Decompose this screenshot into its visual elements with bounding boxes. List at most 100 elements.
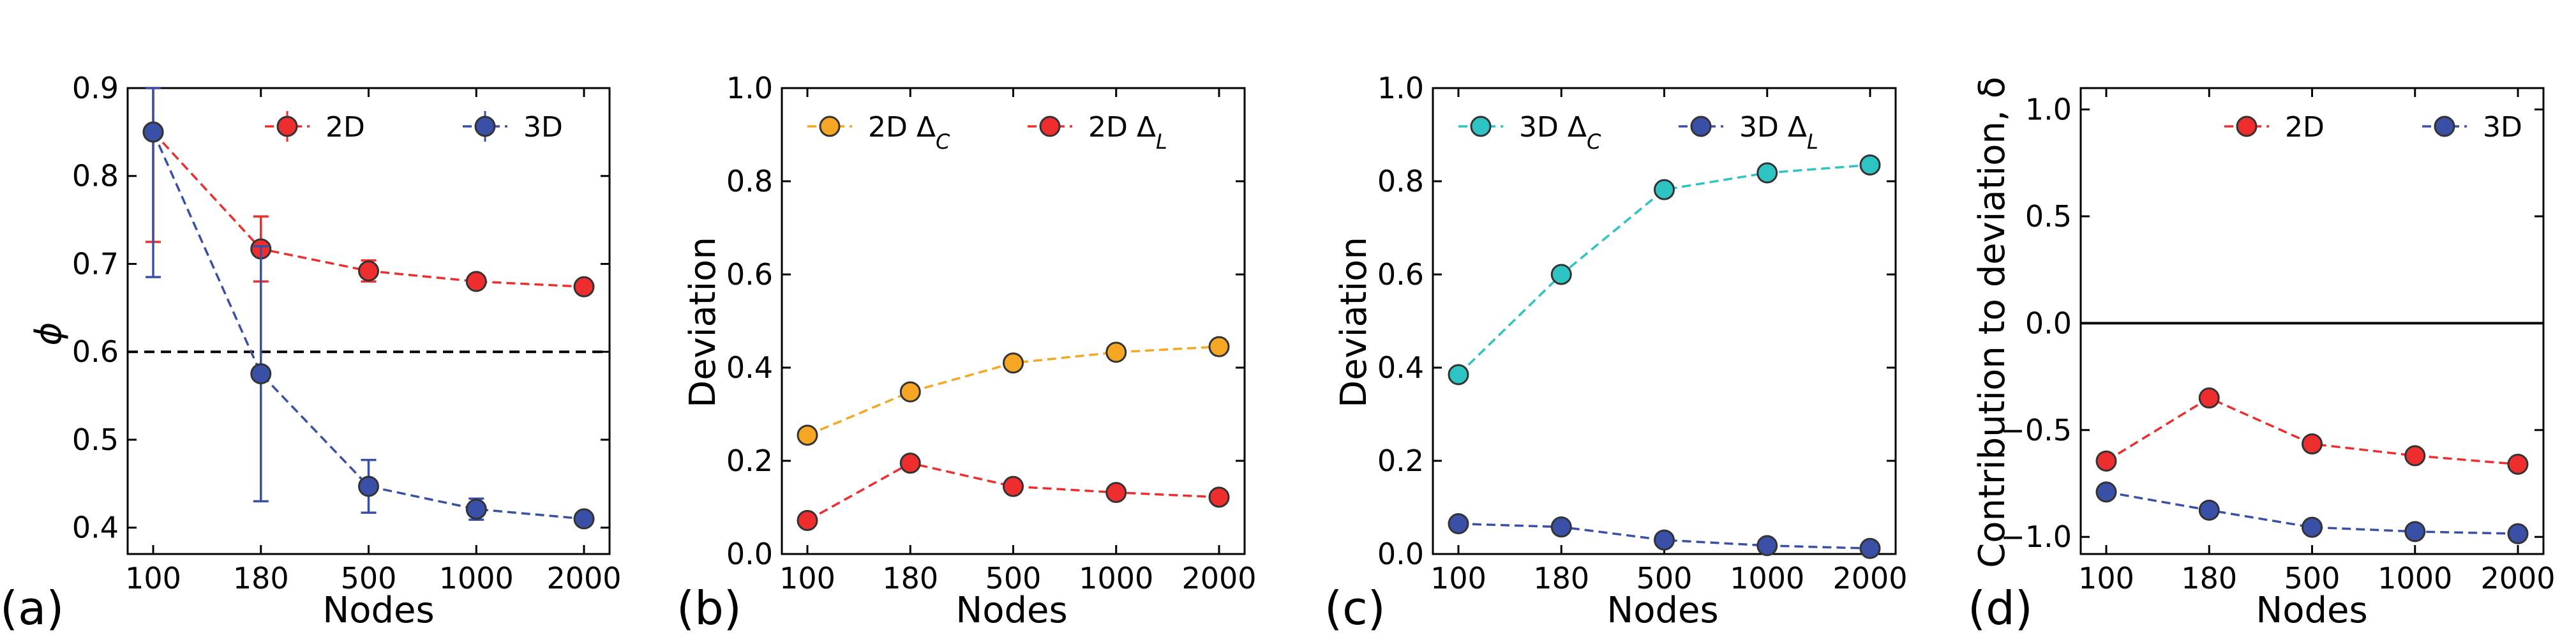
- legend-marker: [1039, 116, 1061, 137]
- series-line: [1457, 163, 1871, 376]
- legend: 2D 3D: [265, 111, 563, 144]
- x-tick-label: 2000: [1832, 561, 1907, 595]
- data-point: [2507, 523, 2529, 544]
- y-tick-label: 0.0: [1377, 537, 1424, 571]
- legend-label: 2D ΔC: [868, 111, 950, 154]
- y-axis-label: Deviation: [1333, 237, 1375, 408]
- y-tick-label: −1.0: [2000, 520, 2072, 554]
- data-point: [1859, 537, 1881, 559]
- x-tick-label: 180: [2181, 561, 2237, 595]
- panel-label: (c): [1324, 581, 1386, 635]
- series-1: [2095, 387, 2529, 475]
- x-tick-label: 1000: [1730, 561, 1804, 595]
- y-axis-label: Deviation: [682, 237, 724, 408]
- x-axis-label: Nodes: [955, 590, 1067, 631]
- data-point: [1448, 513, 1469, 535]
- legend-marker: [474, 116, 496, 137]
- data-point: [2198, 387, 2220, 409]
- x-axis-label: Nodes: [1606, 590, 1718, 631]
- x-tick-label: 180: [1533, 561, 1589, 595]
- x-tick-label: 180: [233, 561, 289, 595]
- data-point: [2302, 433, 2323, 455]
- y-tick-label: 0.8: [726, 164, 773, 198]
- legend-label: 3D: [523, 111, 563, 144]
- x-tick-label: 500: [2284, 561, 2340, 595]
- y-axis-label: ϕ: [28, 322, 70, 346]
- x-tick-label: 1000: [2378, 561, 2452, 595]
- data-point: [1208, 486, 1230, 508]
- data-point: [2404, 445, 2426, 467]
- data-point: [1550, 516, 1572, 538]
- series-line: [1458, 522, 1871, 550]
- y-tick-label: 0.7: [72, 246, 119, 281]
- axes-frame: [2079, 87, 2545, 555]
- data-point: [573, 276, 595, 297]
- x-tick-label: 100: [125, 561, 181, 595]
- data-point: [573, 508, 595, 530]
- legend-label: 3D: [2483, 111, 2522, 144]
- data-point: [797, 424, 818, 446]
- series-1: [797, 336, 1230, 446]
- data-point: [1003, 352, 1024, 374]
- axes-frame: [1432, 87, 1897, 555]
- panel-a: (a) Nodes ϕ 0.4 0.5 0.6 0.7 0.8 0.9 100 180 500 1…: [0, 71, 622, 635]
- panel-c: (c) Nodes Deviation 0.0 0.2 0.4 0.6 0.8 1.0 10…: [1324, 71, 1908, 635]
- x-tick-label: 100: [779, 561, 835, 595]
- plot-area: −1.0 −0.5 0.0 0.5 1.0 100 180 500 1000 2000 2D 3D: [2000, 87, 2556, 595]
- legend-label: 3D ΔL: [1739, 111, 1818, 154]
- x-tick-label: 500: [985, 561, 1042, 595]
- data-point: [358, 260, 379, 281]
- data-point: [1003, 476, 1024, 497]
- data-point: [1105, 341, 1127, 363]
- y-tick-label: 1.0: [1377, 71, 1424, 105]
- data-point: [899, 453, 921, 474]
- x-tick-label: 180: [882, 561, 938, 595]
- y-tick-label: 1.0: [726, 71, 773, 105]
- data-point: [1105, 482, 1127, 504]
- data-point: [2095, 481, 2117, 503]
- series-2: [2095, 481, 2529, 544]
- panel-d: (d) Nodes Contribution to deviation, δ −…: [1968, 77, 2556, 635]
- y-tick-label: −0.5: [2000, 413, 2072, 447]
- x-tick-label: 2000: [1181, 561, 1256, 595]
- legend-marker: [1690, 116, 1712, 137]
- data-point: [899, 381, 921, 403]
- y-tick-label: 0.6: [1377, 257, 1424, 292]
- data-point: [1208, 336, 1230, 357]
- y-tick-label: 0.8: [1377, 164, 1424, 198]
- legend-label: 2D ΔL: [1088, 111, 1167, 154]
- legend-marker: [2434, 116, 2455, 137]
- legend-item: 2D: [265, 111, 365, 144]
- data-point: [1654, 179, 1675, 200]
- x-tick-label: 500: [341, 561, 397, 595]
- legend-marker: [2236, 116, 2258, 137]
- data-point: [465, 498, 487, 520]
- legend-item: 3D: [2422, 111, 2522, 144]
- x-tick-label: 100: [1430, 561, 1486, 595]
- legend-label: 2D: [326, 111, 365, 144]
- legend: 2D ΔC 2D ΔL: [807, 111, 1167, 154]
- data-point: [1859, 154, 1881, 176]
- y-tick-label: 0.8: [72, 159, 119, 193]
- data-point: [1756, 535, 1778, 557]
- data-point: [2198, 499, 2220, 521]
- y-tick-label: 0.6: [726, 257, 773, 292]
- legend-item: 2D ΔC: [807, 111, 950, 154]
- plot-area: 0.0 0.2 0.4 0.6 0.8 1.0 100 180 500 1000 2000 2D ΔC…: [726, 71, 1257, 595]
- data-point: [250, 363, 272, 385]
- legend-label: 3D ΔC: [1519, 111, 1601, 154]
- panel-label: (b): [677, 581, 742, 635]
- series-1: [1448, 154, 1881, 386]
- x-tick-label: 100: [2078, 561, 2134, 595]
- legend: 3D ΔC 3D ΔL: [1458, 111, 1818, 154]
- data-point: [358, 476, 379, 497]
- series-2: [142, 87, 595, 530]
- data-point: [1448, 364, 1469, 386]
- y-tick-label: 1.0: [2025, 92, 2072, 126]
- y-axis-label: Contribution to deviation, δ: [1972, 77, 2013, 568]
- x-tick-label: 1000: [439, 561, 514, 595]
- data-point: [2095, 450, 2117, 472]
- y-tick-label: 0.2: [1377, 444, 1424, 478]
- data-point: [1550, 264, 1572, 285]
